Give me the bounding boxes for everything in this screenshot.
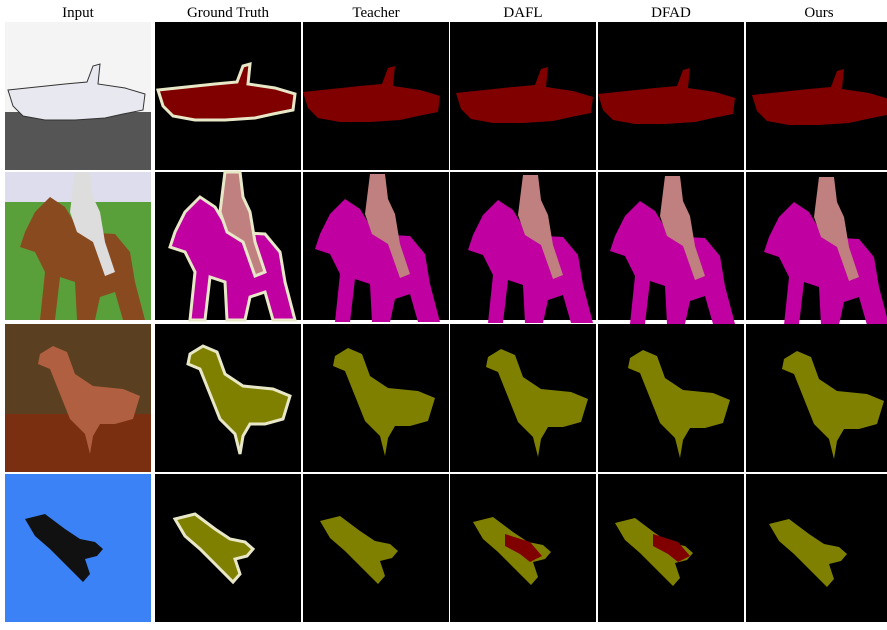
column-header: Ours [804, 5, 833, 21]
panel [450, 172, 596, 323]
panel [746, 22, 887, 170]
panel [598, 474, 744, 622]
panel [450, 474, 596, 622]
panel [303, 324, 449, 472]
panel [5, 324, 151, 472]
panel [598, 22, 744, 170]
panel [746, 324, 887, 472]
panel [746, 474, 887, 622]
panel [155, 22, 301, 170]
segment [653, 534, 690, 562]
panel [746, 172, 887, 325]
panel [303, 474, 449, 622]
panel [303, 22, 449, 170]
panel [5, 22, 151, 170]
segment [505, 534, 542, 562]
panel [5, 172, 151, 320]
scene [5, 112, 151, 170]
panel [155, 324, 301, 472]
panel [155, 170, 301, 322]
panel [5, 474, 151, 622]
column-header: DFAD [651, 5, 691, 21]
panel [450, 22, 596, 170]
panel [598, 172, 744, 324]
column-header: Ground Truth [187, 5, 270, 21]
column-header: DAFL [503, 5, 542, 21]
panel [598, 324, 744, 472]
panel [303, 172, 449, 322]
column-header: Input [62, 5, 94, 21]
panel [155, 474, 301, 622]
panel [450, 324, 596, 472]
column-header: Teacher [352, 5, 399, 21]
